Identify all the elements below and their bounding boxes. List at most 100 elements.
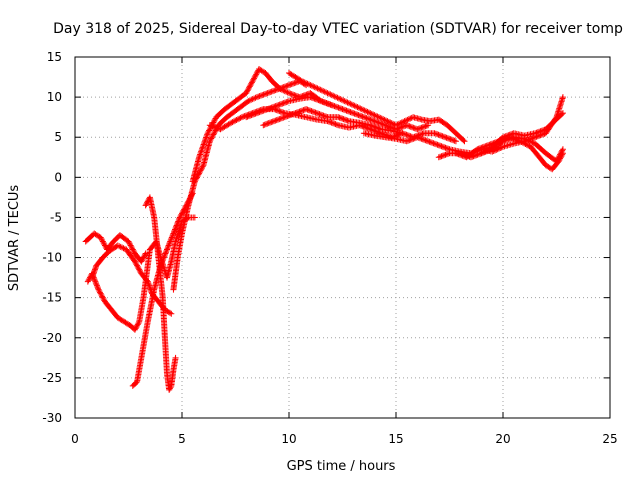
data-point-marker (180, 207, 187, 214)
data-point-marker (330, 102, 337, 109)
data-point-marker (175, 218, 182, 225)
data-point-marker (300, 78, 307, 85)
y-tick-label: -5 (50, 210, 62, 224)
data-point-marker (203, 134, 210, 141)
data-point-marker (277, 108, 284, 115)
data-point-marker (388, 120, 395, 127)
data-point-marker (384, 123, 391, 130)
data-point-marker (236, 115, 243, 122)
data-point-marker (367, 116, 374, 123)
data-point-marker (368, 122, 375, 129)
data-point-marker (430, 140, 437, 147)
data-point-marker (517, 138, 524, 145)
data-point-marker (263, 106, 270, 113)
data-point-marker (519, 139, 526, 146)
data-point-marker (404, 116, 411, 123)
data-point-marker (97, 290, 104, 297)
data-point-marker (461, 138, 468, 145)
data-point-marker (284, 89, 291, 96)
data-point-marker (206, 122, 213, 129)
data-point-marker (90, 273, 97, 280)
data-point-marker (460, 137, 467, 144)
data-point-marker (196, 154, 203, 161)
data-point-marker (559, 94, 566, 101)
data-point-marker (335, 114, 342, 121)
data-point-marker (557, 154, 564, 161)
data-point-marker (557, 155, 564, 162)
data-point-marker (249, 78, 256, 85)
data-point-marker (283, 83, 290, 90)
data-point-marker (399, 130, 406, 137)
data-point-marker (247, 82, 254, 89)
data-point-marker (431, 140, 438, 147)
data-point-marker (167, 238, 174, 245)
data-point-marker (85, 277, 92, 284)
data-point-marker (325, 90, 332, 97)
y-tick-label: -20 (42, 331, 62, 345)
data-point-marker (400, 130, 407, 137)
data-point-marker (536, 128, 543, 135)
data-point-marker (129, 245, 136, 252)
data-point-marker (538, 127, 545, 134)
data-point-marker (425, 138, 432, 145)
data-point-marker (371, 118, 378, 125)
data-point-marker (208, 135, 215, 142)
data-point-marker (136, 266, 143, 273)
data-point-marker (384, 118, 391, 125)
data-point-marker (286, 90, 292, 97)
data-point-marker (276, 116, 283, 123)
data-point-marker (341, 116, 348, 123)
data-point-marker (167, 237, 174, 244)
data-point-marker (276, 108, 283, 115)
data-point-marker (360, 114, 367, 121)
data-point-marker (139, 255, 146, 262)
data-point-marker (301, 79, 308, 86)
data-point-marker (162, 249, 169, 256)
data-point-marker (248, 96, 255, 103)
data-point-marker (332, 121, 339, 128)
data-point-marker (96, 287, 103, 294)
data-point-marker (101, 242, 108, 249)
data-point-marker (305, 81, 312, 88)
data-point-marker (285, 112, 292, 119)
data-point-marker (423, 137, 430, 144)
data-point-marker (523, 141, 530, 148)
data-point-marker (247, 112, 254, 119)
data-point-marker (237, 114, 244, 121)
data-point-marker (515, 137, 522, 144)
data-point-marker (100, 239, 107, 246)
data-point-marker (450, 137, 457, 144)
data-point-marker (448, 136, 455, 143)
data-point-marker (335, 95, 342, 102)
data-point-marker (199, 163, 206, 170)
data-point-marker (229, 119, 236, 126)
data-point-marker (337, 115, 344, 122)
data-point-marker (351, 110, 358, 117)
data-point-marker (330, 92, 337, 99)
data-point-marker (281, 99, 288, 106)
data-point-marker (339, 106, 346, 113)
data-point-marker (280, 109, 287, 116)
data-point-marker (417, 125, 424, 132)
data-point-marker (129, 246, 136, 253)
data-point-marker (410, 124, 417, 131)
data-point-marker (320, 112, 327, 119)
data-point-marker (99, 294, 106, 301)
data-point-marker (344, 99, 351, 106)
data-point-marker (348, 101, 355, 108)
data-point-marker (313, 84, 320, 91)
data-point-marker (402, 131, 409, 138)
data-point-marker (312, 109, 319, 116)
data-point-marker (201, 138, 208, 145)
data-point-marker (385, 118, 392, 125)
data-point-marker (139, 257, 146, 264)
data-point-marker (98, 235, 105, 242)
data-point-marker (268, 119, 275, 126)
data-point-marker (318, 87, 325, 94)
data-point-marker (133, 261, 140, 268)
data-point-marker (209, 132, 216, 139)
data-point-marker (504, 132, 511, 139)
data-point-marker (280, 100, 287, 107)
plot-frame (74, 56, 611, 419)
data-point-marker (167, 384, 174, 391)
